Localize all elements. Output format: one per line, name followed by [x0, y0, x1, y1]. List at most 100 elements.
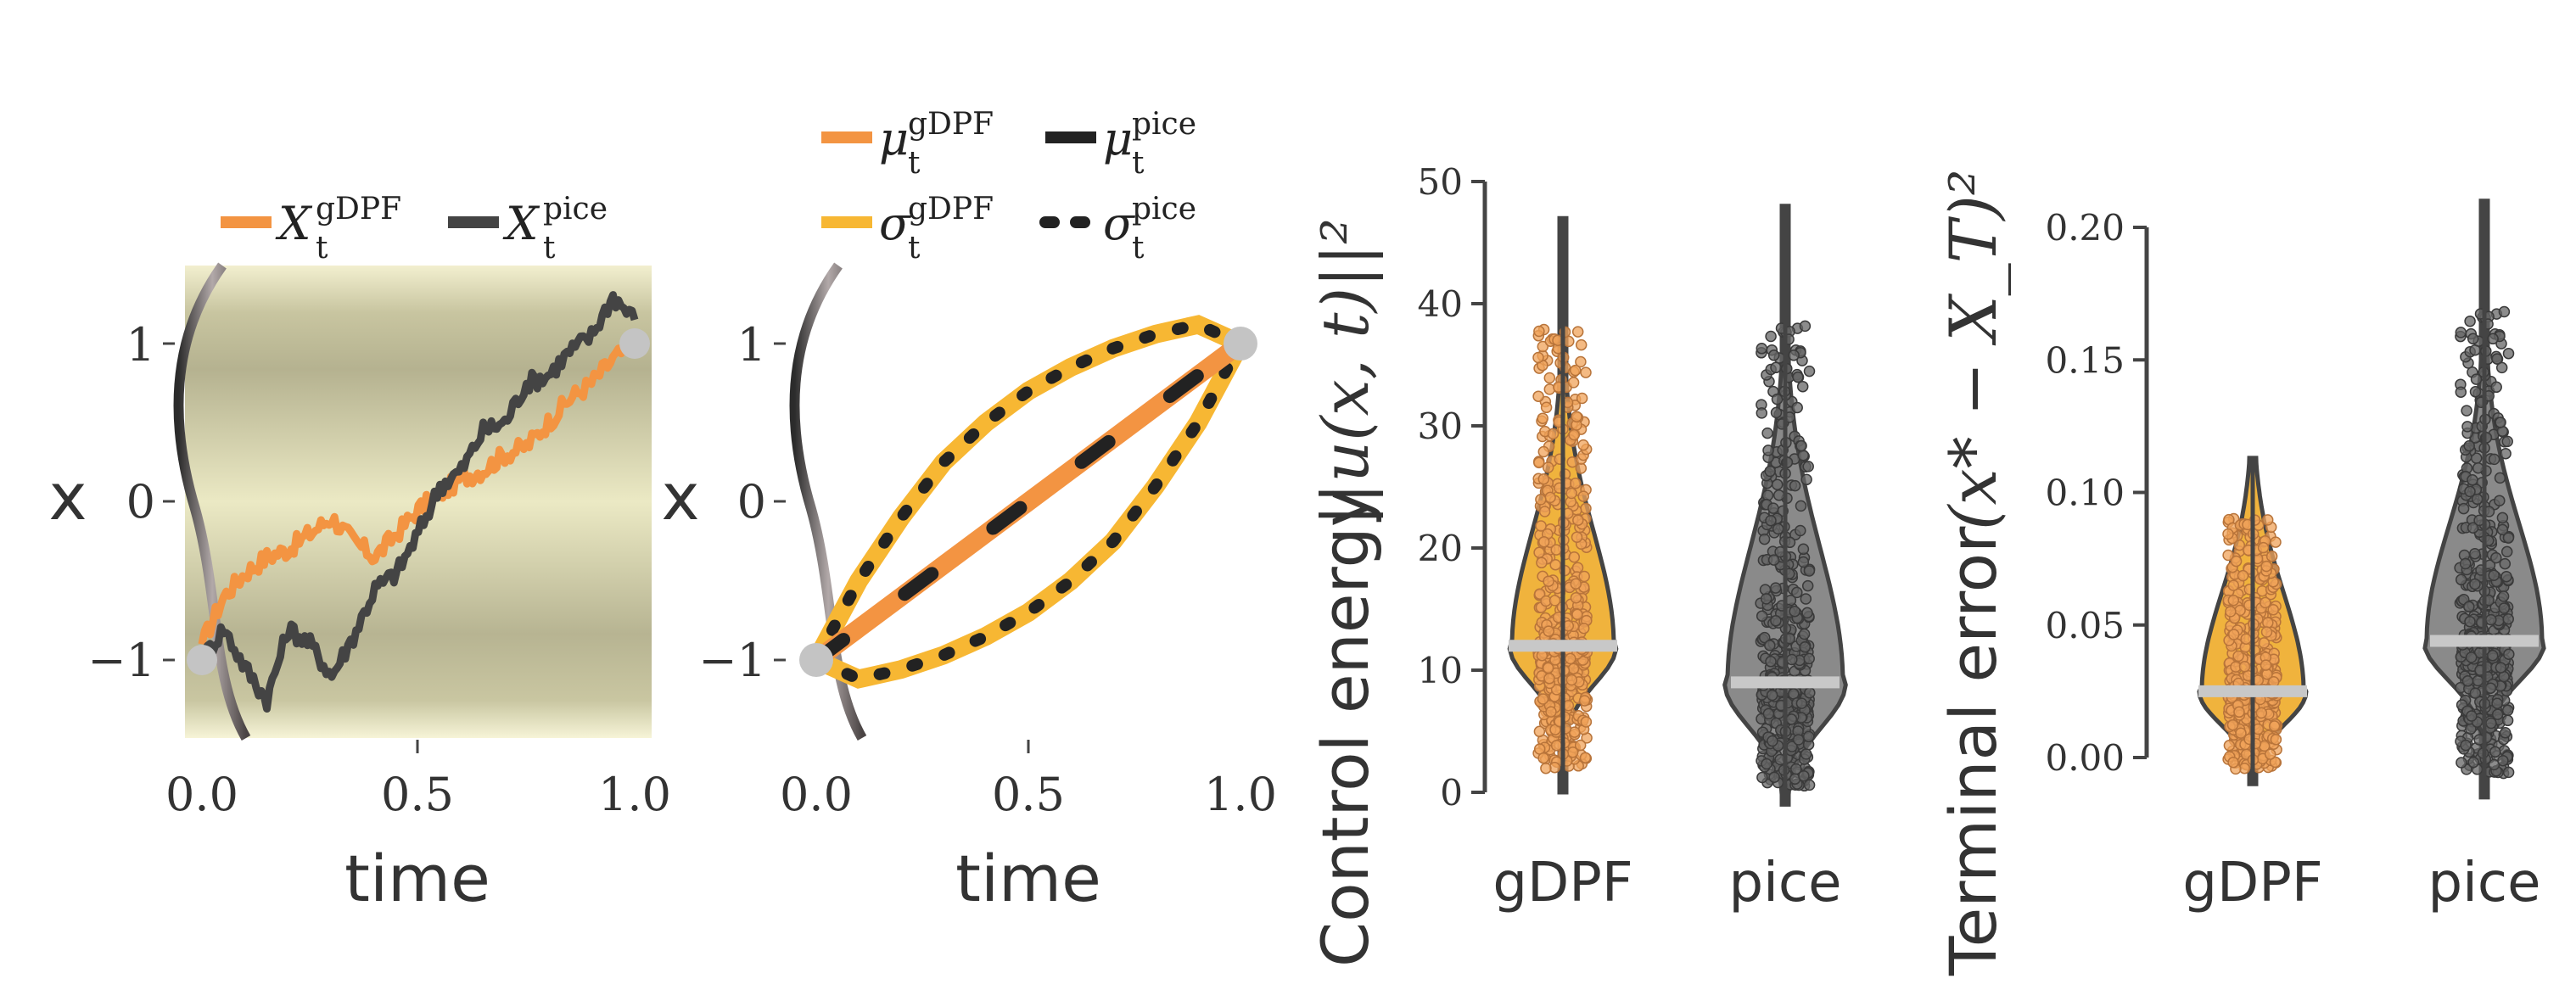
panel-trajectories: 1 0 −1 0.0 0.5 1.0 time x X gDPF t X pic… — [49, 192, 671, 916]
panel3-point — [1542, 662, 1554, 674]
panel3-point — [1764, 465, 1776, 478]
panel4-point — [2226, 719, 2239, 731]
panel4-point — [2222, 549, 2234, 562]
panel3-point — [1536, 556, 1548, 569]
panel3-point — [1803, 652, 1815, 665]
panel3-point — [1770, 615, 1782, 627]
panel3-point — [1760, 593, 1772, 605]
panel4-point — [2240, 633, 2252, 645]
panel3-point — [1550, 544, 1562, 556]
band-upper-pice — [810, 318, 1246, 666]
panel3-xtick-gdpf: gDPF — [1492, 852, 1632, 914]
panel3-point — [1804, 686, 1816, 699]
panel4-point — [2469, 386, 2482, 398]
panel3-point — [1533, 456, 1545, 469]
panel3-point — [1575, 355, 1587, 368]
panel4-point — [2260, 659, 2272, 671]
panel4-point — [2235, 727, 2247, 739]
panel3-point — [1580, 502, 1592, 515]
panel1-xtick-05: 0.5 — [381, 768, 454, 821]
panel3-point — [1543, 575, 1554, 587]
panel3-point — [1577, 439, 1589, 451]
panel4-point — [2502, 612, 2514, 625]
panel3-point — [1767, 350, 1780, 361]
panel3-point — [1803, 779, 1816, 791]
panel3-point — [1548, 595, 1561, 607]
panel3-point — [1533, 546, 1545, 559]
panel3-point — [1766, 689, 1778, 702]
panel3-point — [1532, 351, 1544, 364]
panel4-point — [2464, 615, 2476, 628]
panel2-ytick-0: 0 — [737, 475, 766, 528]
panel1-ytick-m1: −1 — [87, 634, 155, 687]
panel3-point — [1756, 343, 1768, 355]
panel3-point — [1772, 523, 1784, 535]
panel4-point — [2466, 710, 2478, 722]
panel4-point — [2487, 333, 2499, 345]
panel4-point — [2501, 714, 2514, 727]
panel3-point — [1579, 752, 1592, 763]
panel4-point — [2488, 569, 2500, 581]
panel4-point — [2500, 545, 2513, 558]
panel3-point — [1797, 450, 1810, 461]
panel4-point — [2238, 661, 2251, 673]
panel3-point — [1803, 365, 1816, 377]
panel3-point — [1543, 673, 1555, 685]
panel3-point — [1568, 551, 1581, 563]
panel4-point — [2469, 578, 2481, 590]
panel3-point — [1758, 533, 1771, 545]
panel3-point — [1788, 350, 1800, 361]
panel3-point — [1570, 478, 1582, 489]
panel3-point — [1795, 697, 1808, 709]
panel3-point — [1792, 371, 1804, 383]
panel4-point — [2494, 495, 2506, 506]
panel3-point — [1770, 582, 1782, 594]
panel4-ytick-0: 0.00 — [2045, 737, 2125, 779]
panel3-point — [1537, 752, 1549, 764]
panel3-point — [1575, 338, 1588, 351]
panel3-point — [1570, 591, 1582, 604]
panel4-point — [2500, 570, 2512, 583]
panel4-point — [2465, 651, 2478, 663]
legend-sup-x-gdpf: gDPF — [316, 192, 401, 226]
panel4-ytick-2: 0.10 — [2045, 473, 2125, 514]
legend-sup-mu-pice: pice — [1132, 107, 1196, 142]
legend-label-sigma-pice: σ — [1103, 197, 1136, 250]
panel3-point — [1574, 739, 1587, 752]
panel3-point — [1790, 763, 1802, 775]
legend-sub-sigma-gdpf: t — [908, 231, 921, 266]
panel3-point — [1801, 607, 1813, 619]
panel4-point — [2467, 333, 2479, 345]
panel3-point — [1799, 320, 1812, 333]
panel4-point — [2455, 386, 2467, 398]
panel3-point — [1765, 514, 1777, 527]
panel2-xlabel: time — [955, 841, 1101, 916]
panel3-points-pice — [1755, 320, 1816, 792]
panel4-point — [2489, 746, 2501, 758]
series-line-pice — [199, 291, 639, 713]
panel4-point — [2225, 606, 2237, 618]
panel3-point — [1578, 570, 1590, 583]
panel3-point — [1770, 361, 1782, 374]
panel3-point — [1768, 771, 1780, 783]
panel3-point — [1761, 758, 1772, 770]
panel3-point — [1543, 625, 1554, 637]
panel1-xlabel: time — [344, 841, 490, 916]
panel3-point — [1577, 622, 1590, 635]
panel3-point — [1767, 735, 1778, 747]
panel4-point — [2498, 602, 2511, 614]
panel4-point — [2227, 756, 2239, 769]
panel4-point — [2267, 604, 2279, 616]
panel4-point — [2487, 650, 2499, 662]
panel1-legend: X gDPF t X pice t — [221, 192, 608, 266]
panel3-point — [1800, 473, 1812, 486]
panel4-point — [2268, 720, 2281, 732]
panel4-point — [2461, 421, 2473, 433]
legend-sub-x-gdpf: t — [316, 231, 328, 266]
panel4-point — [2264, 748, 2276, 760]
panel1-potential-curve — [173, 262, 251, 741]
panel1-xtick-1: 1.0 — [598, 768, 671, 821]
panel3-point — [1542, 461, 1554, 473]
panel4-point — [2469, 547, 2481, 560]
panel4-point — [2461, 405, 2472, 417]
